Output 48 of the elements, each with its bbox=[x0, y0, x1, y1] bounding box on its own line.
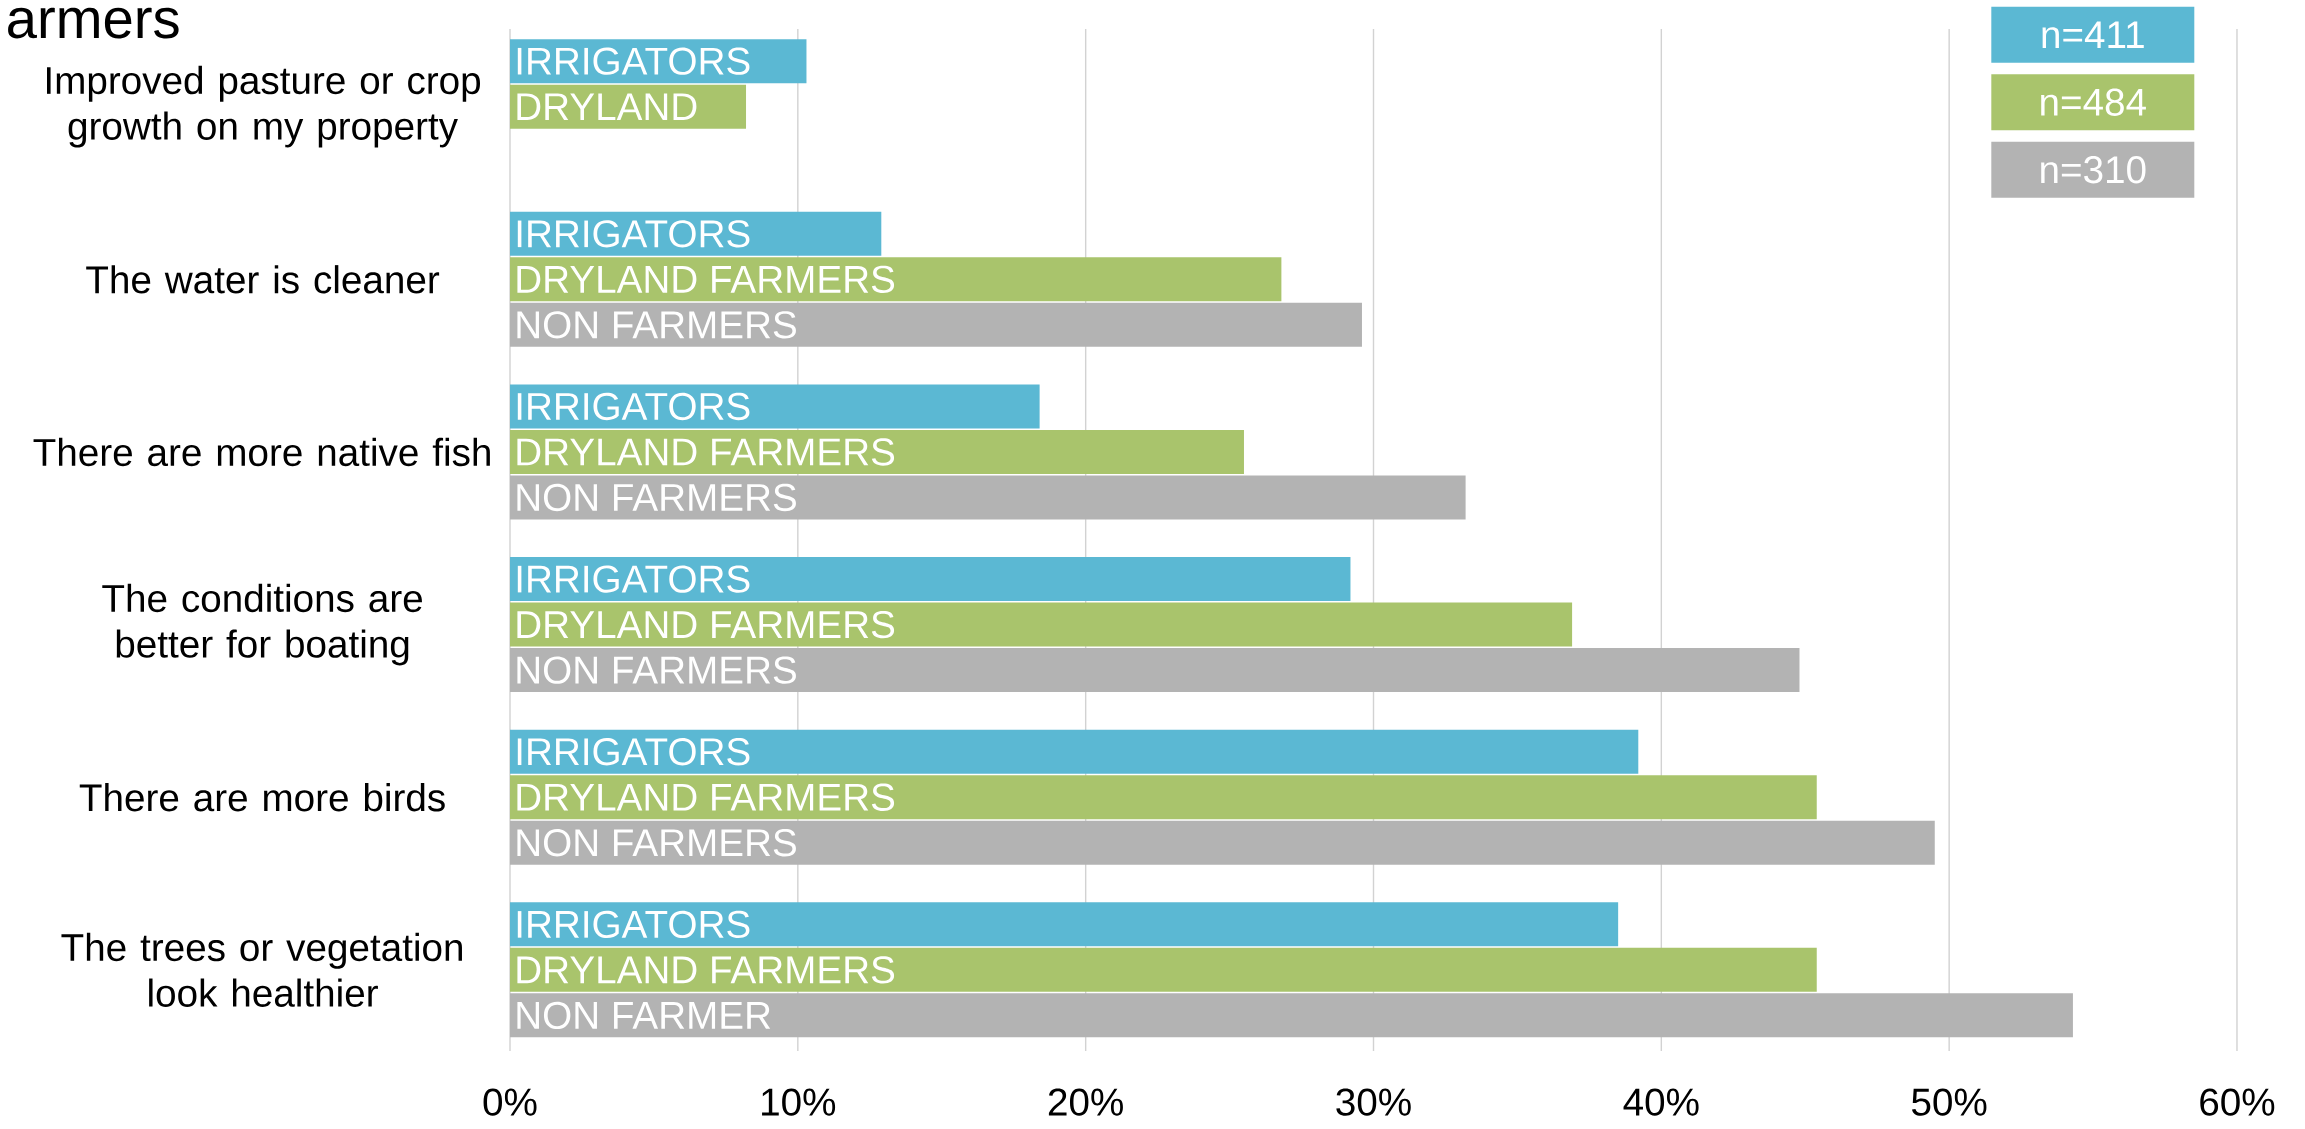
annotation: NON FARMERS bbox=[517, 829, 796, 857]
chart-title: armers bbox=[8, 7, 179, 39]
annotation: DRYLAND FARMERS bbox=[517, 265, 895, 294]
annotation: IRRIGATORS bbox=[517, 47, 750, 75]
bar bbox=[510, 475, 1466, 520]
x-tick-label: 50% bbox=[1912, 1088, 1987, 1116]
text: n=484 bbox=[2041, 88, 2146, 116]
annotation: IRRIGATORS bbox=[517, 910, 750, 939]
bar bbox=[510, 902, 1619, 947]
annotation: NON FARMER bbox=[517, 1001, 771, 1030]
annotation: DRYLAND FARMERS bbox=[517, 783, 895, 811]
x-tick-label: 60% bbox=[2200, 1088, 2275, 1116]
bar bbox=[510, 775, 1817, 820]
annotation: NON FARMERS bbox=[517, 311, 796, 339]
annotation: DRYLAND FARMERS bbox=[517, 956, 895, 984]
annotation: IRRIGATORS bbox=[517, 738, 750, 766]
bar bbox=[510, 648, 1800, 693]
x-tick-label: 40% bbox=[1623, 1088, 1699, 1116]
y-tick-label: There are more native fish bbox=[33, 437, 490, 467]
annotation: IRRIGATORS bbox=[517, 392, 750, 421]
bar bbox=[510, 429, 1244, 474]
x-tick-label: 10% bbox=[762, 1088, 836, 1116]
bar bbox=[510, 557, 1351, 602]
annotation: NON FARMERS bbox=[517, 483, 796, 512]
annotation: IRRIGATORS bbox=[517, 220, 750, 248]
bar bbox=[510, 257, 1282, 302]
bar bbox=[510, 602, 1573, 647]
bar bbox=[510, 729, 1639, 774]
x-tick-label: 20% bbox=[1048, 1088, 1123, 1116]
y-tick-label: Improved pasture or crop growth on my property bbox=[46, 65, 481, 148]
bar bbox=[510, 384, 1040, 429]
text: n=411 bbox=[2042, 21, 2144, 48]
y-tick-label: The water is cleaner bbox=[86, 265, 440, 294]
annotation: NON FARMERS bbox=[517, 656, 796, 684]
y-tick-label: The trees or vegetation look healthier bbox=[61, 932, 462, 1007]
text: n=310 bbox=[2041, 156, 2146, 184]
annotation: DRYLAND bbox=[517, 93, 697, 120]
annotation: DRYLAND FARMERS bbox=[517, 610, 895, 639]
x-tick-label: 30% bbox=[1336, 1088, 1411, 1116]
x-tick-label: 0% bbox=[483, 1088, 537, 1116]
bar bbox=[510, 993, 2073, 1038]
annotation: IRRIGATORS bbox=[517, 565, 750, 593]
annotation: DRYLAND FARMERS bbox=[517, 438, 895, 466]
y-tick-label: There are more birds bbox=[79, 783, 445, 812]
bar bbox=[510, 302, 1362, 347]
bar bbox=[510, 947, 1817, 992]
y-tick-label: The conditions are better for boating bbox=[102, 583, 422, 666]
bar bbox=[510, 820, 1935, 865]
